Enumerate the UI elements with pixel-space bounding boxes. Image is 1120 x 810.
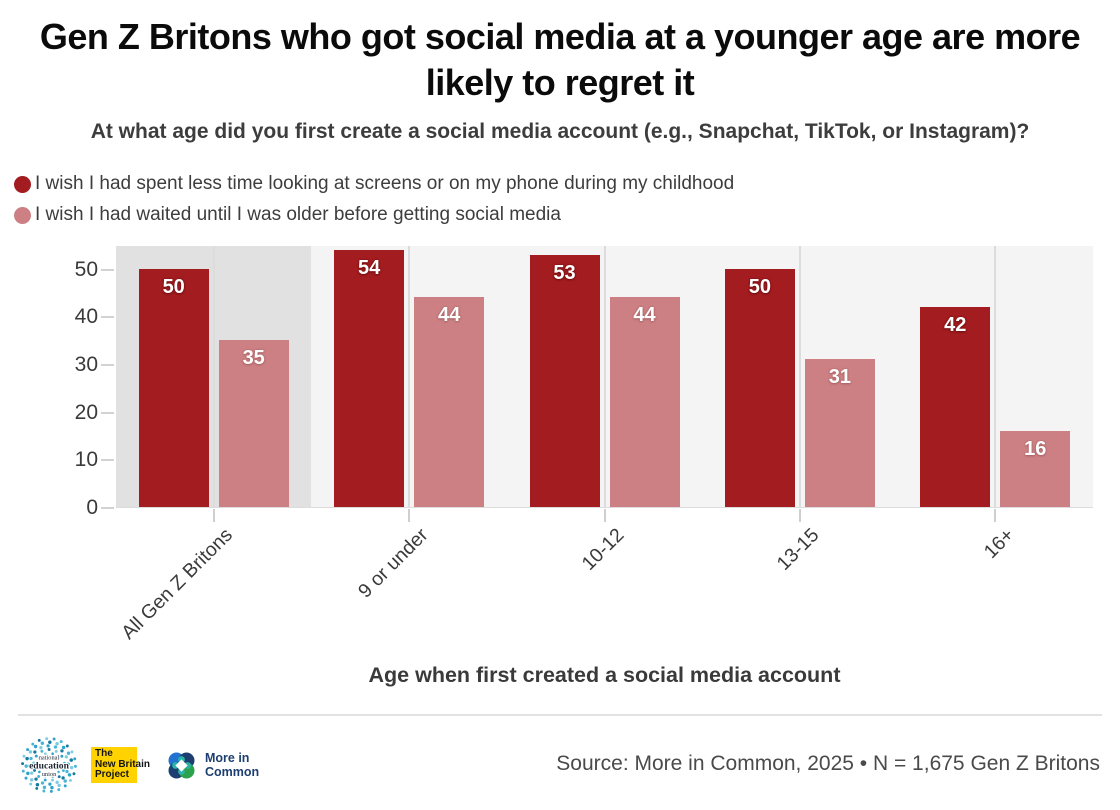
category-gridline	[408, 246, 411, 507]
x-axis-tick-label: 10-12	[577, 524, 629, 575]
y-axis-tick	[101, 364, 114, 367]
bar-value-label: 54	[357, 256, 381, 279]
neu-logo: national education union	[21, 737, 77, 793]
x-axis-tick-label: 16+	[979, 524, 1019, 563]
x-axis-tick-label: 9 or under	[354, 524, 433, 603]
bar-9 or under-series1: 44	[414, 297, 485, 507]
nbp-yellow-block	[91, 747, 137, 783]
legend-item: I wish I had spent less time looking at …	[14, 173, 734, 195]
bar-13-15-series0: 50	[724, 268, 795, 507]
bar-chart: 50 35 54 44 53 44 50 31 42 16 All Gen Z Britons 9 …	[75, 246, 1093, 644]
y-axis-tick-label: 0	[86, 496, 98, 519]
bar-value-label: 44	[633, 304, 656, 327]
bar-9 or under-series0: 54	[334, 249, 405, 507]
x-axis-tick-label: 13-15	[772, 524, 824, 575]
bar-value-label: 50	[162, 275, 185, 298]
y-axis-tick	[101, 411, 114, 414]
neu-dots-burst	[21, 737, 77, 793]
y-axis-tick	[101, 507, 114, 509]
bar-value-label: 42	[944, 313, 967, 336]
neu-text-education: education	[29, 761, 70, 772]
category-gridline	[994, 246, 997, 507]
legend-swatch-icon	[14, 175, 31, 193]
legend-item: I wish I had waited until I was older be…	[14, 204, 734, 226]
legend-label: I wish I had spent less time looking at …	[35, 173, 735, 194]
plot-area: 50 35 54 44 53 44 50 31 42 16	[116, 246, 1093, 508]
y-axis-tick-label: 40	[74, 305, 98, 329]
mic-line-1: More in	[205, 751, 250, 765]
bar-16+-series1: 16	[1000, 430, 1071, 507]
x-axis-tick	[994, 509, 997, 522]
nbp-line-project: Project	[95, 769, 129, 780]
bar-value-label: 16	[1024, 437, 1047, 460]
legend-swatch-icon	[14, 206, 31, 224]
category-gridline	[212, 246, 215, 507]
bar-All Gen Z Britons-series1: 35	[218, 340, 289, 507]
y-axis-tick	[101, 459, 114, 462]
nbp-line-new-britain: New Britain	[95, 758, 151, 770]
y-axis-tick-label: 50	[74, 257, 98, 281]
y-axis-tick-label: 10	[74, 448, 98, 472]
bar-10-12-series1: 44	[609, 297, 680, 507]
bar-10-12-series0: 53	[529, 254, 600, 507]
bar-13-15-series1: 31	[804, 359, 875, 507]
category-gridline	[798, 246, 801, 507]
footer-divider	[18, 714, 1102, 716]
x-axis-tick	[603, 509, 606, 522]
mic-line-2: Common	[205, 765, 260, 779]
y-axis-tick	[101, 316, 114, 319]
more-in-common-mark	[168, 752, 195, 778]
more-in-common-logo: More in Common	[166, 750, 259, 781]
y-axis-tick-label: 30	[74, 353, 98, 377]
page-title: Gen Z Britons who got social media at a …	[39, 16, 1081, 104]
y-axis-tick	[101, 268, 114, 271]
bar-value-label: 53	[553, 261, 576, 284]
x-axis-tick	[798, 509, 801, 522]
x-axis-title: Age when first created a social media ac…	[368, 663, 841, 687]
bar-16+-series0: 42	[920, 306, 991, 507]
chart-subtitle: At what age did you first create a socia…	[90, 120, 1030, 143]
new-britain-project-logo: The New Britain Project	[91, 747, 155, 783]
nbp-line-the: The	[95, 748, 113, 759]
bar-value-label: 50	[748, 275, 772, 298]
neu-text-union: union	[42, 771, 57, 778]
category-gridline	[603, 246, 606, 507]
more-in-common-text: More in Common	[205, 751, 259, 779]
bar-value-label: 31	[828, 366, 852, 389]
x-axis-tick-label: All Gen Z Britons	[117, 524, 238, 644]
y-axis-tick-label: 20	[74, 400, 98, 424]
bar-value-label: 44	[437, 304, 461, 327]
source-text: Source: More in Common, 2025 • N = 1,675…	[556, 752, 1100, 775]
bar-value-label: 35	[242, 347, 265, 370]
neu-text-national: national	[39, 755, 60, 762]
x-axis-tick	[212, 509, 215, 522]
legend: I wish I had spent less time looking at …	[14, 173, 734, 235]
x-axis-tick	[408, 509, 411, 522]
footer-logos: national education union The New Britain…	[18, 733, 259, 797]
bar-All Gen Z Britons-series0: 50	[138, 268, 209, 507]
legend-label: I wish I had waited until I was older be…	[35, 204, 561, 225]
